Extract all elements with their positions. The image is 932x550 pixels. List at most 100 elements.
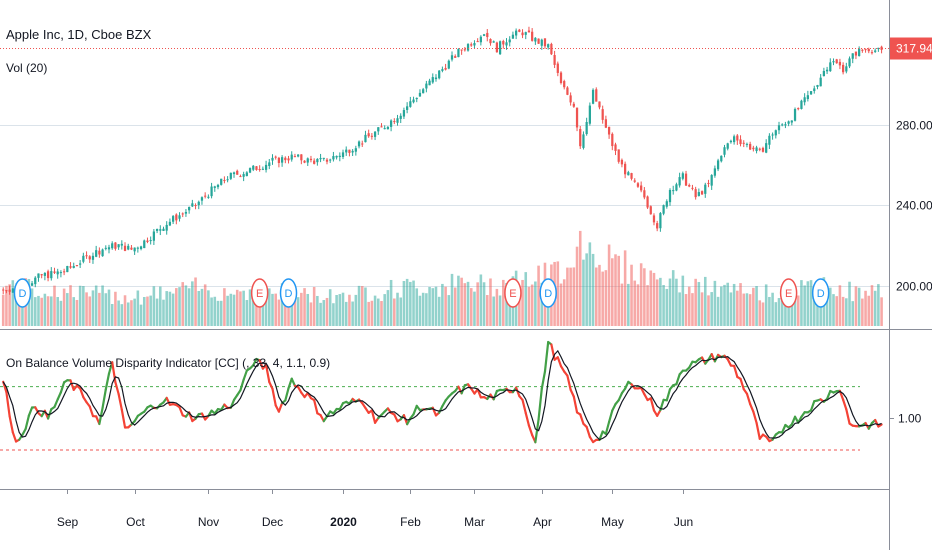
volume-bar	[40, 297, 43, 326]
volume-bar	[665, 288, 669, 326]
volume-bar	[829, 287, 832, 326]
candle-body	[482, 34, 486, 36]
candle-body	[582, 134, 585, 148]
volume-bar	[681, 275, 685, 326]
volume-bar	[197, 290, 201, 326]
volume-bar	[421, 292, 425, 326]
candle-body	[463, 49, 466, 51]
indicator-segment	[271, 387, 277, 407]
candle-body	[168, 221, 172, 226]
candle-body	[534, 37, 537, 42]
candle-body	[444, 67, 447, 70]
candle-body	[511, 34, 515, 39]
candle-body	[5, 290, 8, 292]
volume-bar	[639, 263, 643, 326]
volume-bar	[867, 295, 871, 326]
volume-bar	[389, 279, 393, 326]
candle-body	[367, 133, 370, 137]
volume-bar	[492, 296, 495, 326]
volume-bar	[376, 298, 380, 326]
volume-bar	[88, 296, 92, 326]
candle-body	[364, 134, 367, 143]
indicator-segment	[264, 363, 271, 384]
candle-body	[704, 184, 707, 194]
volume-bar	[444, 286, 447, 326]
volume-bar	[463, 283, 467, 326]
volume-bar	[274, 293, 277, 326]
candle-body	[348, 149, 351, 153]
candle-body	[393, 121, 396, 123]
price-tick-label: 200.00	[896, 280, 932, 294]
candle-body	[120, 243, 123, 246]
candle-body	[418, 92, 422, 97]
candle-body	[428, 80, 431, 86]
volume-bar	[367, 301, 370, 326]
candle-body	[726, 143, 729, 149]
candle-body	[69, 266, 72, 268]
candle-body	[146, 240, 149, 242]
volume-bar	[726, 282, 729, 326]
volume-bar	[370, 300, 374, 326]
candle-body	[396, 118, 399, 123]
volume-bar	[56, 297, 59, 326]
volume-bar	[360, 286, 364, 326]
volume-bar	[357, 285, 361, 326]
volume-bar	[460, 277, 463, 326]
volume-bar	[239, 291, 242, 326]
candle-body	[684, 173, 688, 186]
candle-body	[165, 224, 168, 231]
time-tick-label: May	[601, 515, 624, 529]
volume-bar	[399, 297, 403, 326]
candle-body	[329, 159, 332, 161]
volume-bar	[194, 277, 197, 326]
candle-body	[53, 271, 56, 273]
candle-body	[127, 245, 130, 250]
dividend-marker-label: D	[18, 288, 26, 300]
candle-body	[598, 101, 601, 108]
volume-bar	[43, 293, 47, 326]
indicator-segment	[534, 418, 540, 444]
indicator-segment	[611, 403, 617, 412]
candle-body	[716, 160, 720, 170]
volume-bar	[280, 283, 284, 326]
volume-bar	[745, 293, 749, 326]
volume-bar	[742, 293, 746, 326]
volume-bar	[675, 278, 678, 326]
volume-bar	[229, 293, 233, 326]
candle-body	[264, 164, 268, 170]
volume-bar	[473, 291, 476, 326]
volume-bar	[627, 283, 630, 326]
candle-body	[460, 49, 463, 51]
candle-body	[220, 178, 223, 185]
indicator-segment	[572, 395, 579, 414]
volume-bar	[98, 292, 101, 326]
volume-bar	[322, 300, 326, 326]
volume-bar	[752, 287, 755, 326]
candle-body	[191, 203, 194, 207]
volume-bar	[594, 267, 598, 326]
candle-body	[30, 283, 34, 286]
volume-bar	[69, 285, 72, 326]
candle-body	[85, 255, 88, 257]
candle-body	[373, 131, 377, 137]
last-price-badge	[890, 37, 932, 60]
candle-body	[665, 201, 668, 207]
indicator-segment	[540, 370, 547, 390]
volume-bar	[585, 253, 588, 326]
indicator-segment	[412, 404, 418, 416]
candle-body	[204, 195, 207, 197]
volume-bar	[703, 276, 707, 326]
volume-bar	[687, 286, 691, 326]
volume-bar	[312, 286, 316, 326]
candle-body	[370, 135, 373, 137]
volume-bar	[126, 302, 130, 326]
candle-body	[624, 163, 627, 175]
indicator-segment	[874, 418, 880, 428]
volume-bar	[694, 278, 697, 326]
candle-body	[284, 157, 287, 161]
volume-bar	[716, 296, 720, 326]
indicator-segment	[402, 414, 409, 426]
indicator-segment	[537, 387, 543, 421]
volume-bar	[271, 293, 274, 326]
volume-bar	[617, 255, 620, 326]
